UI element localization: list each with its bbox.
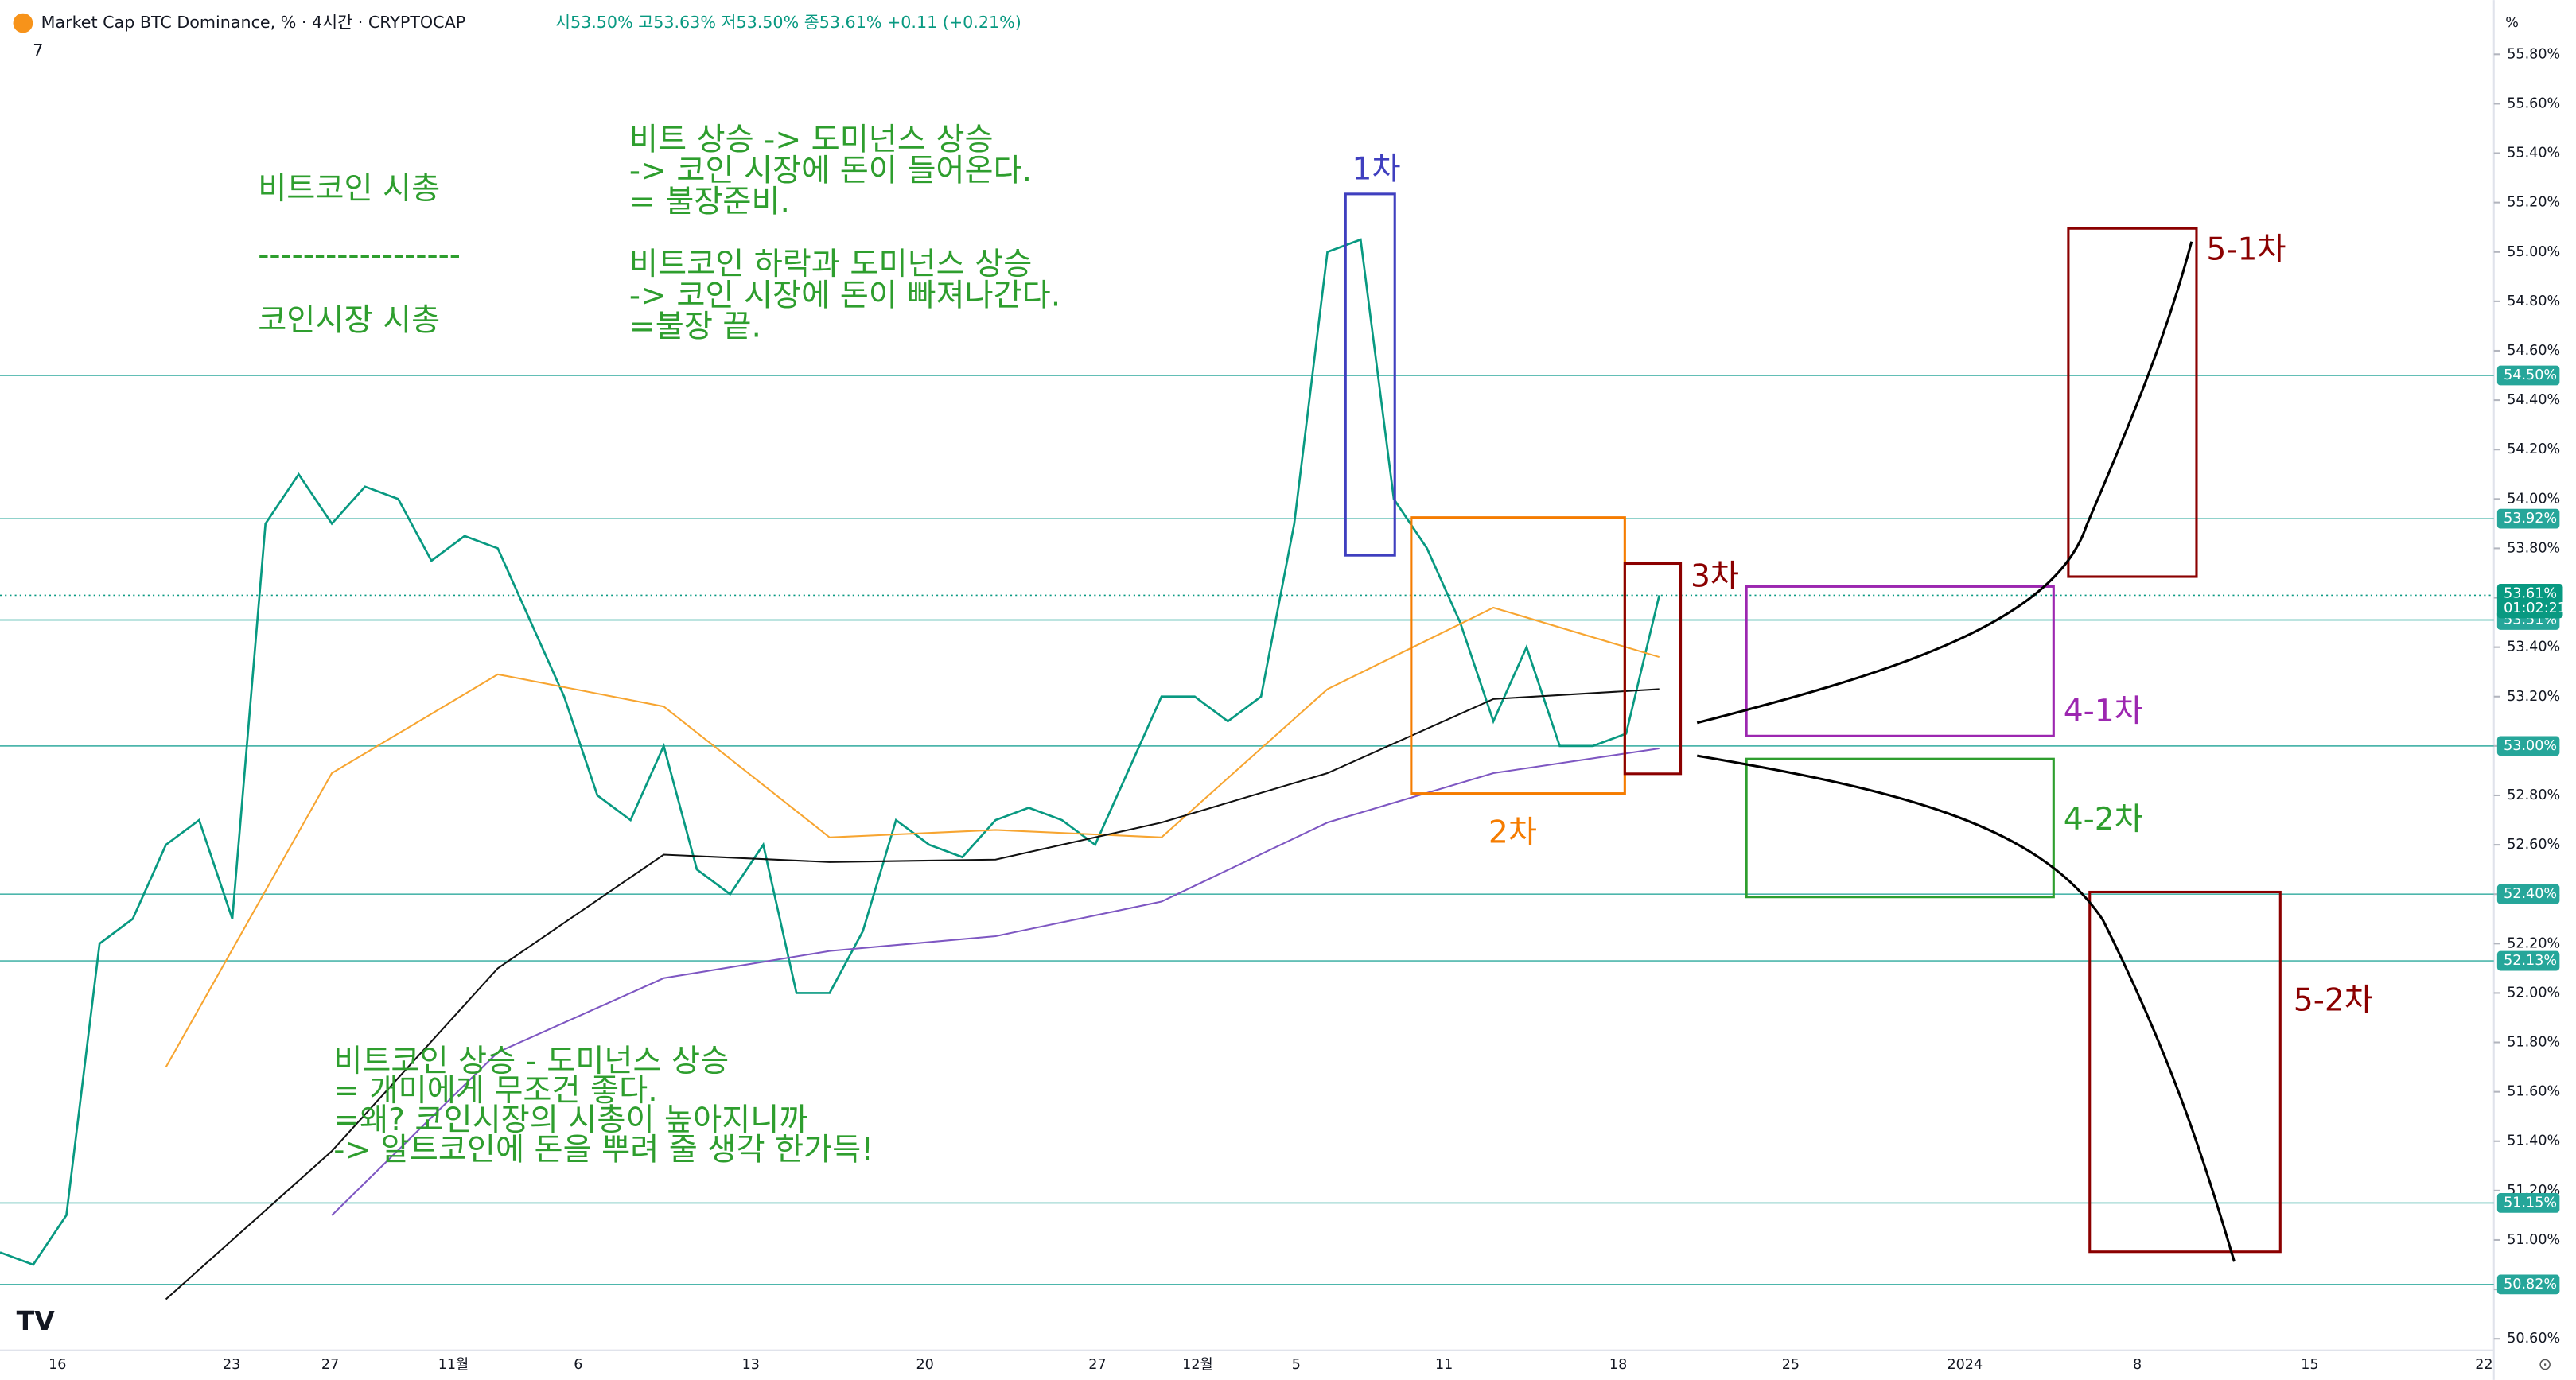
box-5-2 <box>2088 890 2282 1254</box>
x-tick-label: 16 <box>49 1357 66 1373</box>
x-tick-label: 12월 <box>1182 1357 1212 1373</box>
box-5-1 <box>2067 227 2198 578</box>
level-label: 54.50% <box>2504 367 2557 383</box>
annotation: =불장 끝. <box>629 309 761 345</box>
y-tick-label: 54.80% <box>2507 293 2560 309</box>
drawings <box>1344 192 2282 1262</box>
annotations: 비트코인 시총 ------------------ 코인시장 시총 비트 상승 ->… <box>258 122 1060 1168</box>
box-label: 3차 <box>1691 559 1739 595</box>
curve-down <box>1696 754 2236 1262</box>
level-label: 53.92% <box>2504 511 2557 527</box>
unit: % <box>2505 15 2519 31</box>
indicator-count[interactable]: 7 <box>33 41 43 60</box>
y-tick-label: 52.20% <box>2507 935 2560 951</box>
annotation: -> 코인 시장에 돈이 빠져나간다. <box>629 278 1060 313</box>
x-tick-label: 5 <box>1292 1357 1301 1373</box>
y-tick-label: 52.80% <box>2507 787 2560 803</box>
y-tick-label: 55.60% <box>2507 95 2560 111</box>
level-badge <box>2496 365 2560 386</box>
plot: 55.80% 55.60% 55.40% 55.20% 55.00% 54.80% 54.6… <box>0 46 2566 1373</box>
y-tick-label: 54.00% <box>2507 491 2560 507</box>
settings-icon[interactable]: ⊙ <box>2539 1355 2552 1374</box>
curve-up <box>1696 241 2193 725</box>
y-tick-label: 51.60% <box>2507 1084 2560 1100</box>
x-tick-label: 27 <box>321 1357 339 1373</box>
y-tick-label: 53.40% <box>2507 639 2560 655</box>
y-tick-label: 51.40% <box>2507 1133 2560 1149</box>
annotation: -> 코인 시장에 돈이 들어온다. <box>629 154 1032 189</box>
y-tick-label: 55.20% <box>2507 195 2560 211</box>
y-tick-label: 54.40% <box>2507 392 2560 408</box>
box-label: 5-2차 <box>2294 982 2373 1018</box>
y-tick-label: 51.80% <box>2507 1035 2560 1051</box>
x-tick-label: 27 <box>1088 1357 1106 1373</box>
x-tick-label: 25 <box>1782 1357 1800 1373</box>
x-tick-label: 6 <box>574 1357 582 1373</box>
annotation: 코인시장 시총 <box>258 302 440 338</box>
ohlc: 시53.50% 고53.63% 저53.50% 종53.61% +0.11 (+… <box>555 13 1021 32</box>
countdown: 01:02:21 <box>2504 601 2566 616</box>
annotation: 비트코인 상승 - 도미넌스 상승 <box>333 1044 729 1079</box>
box-label: 2차 <box>1488 815 1537 851</box>
annotation: 비트코인 시총 <box>258 171 440 207</box>
x-tick-label: 22 <box>2475 1357 2492 1373</box>
y-tick-label: 52.00% <box>2507 985 2560 1001</box>
annotation: =왜? 코인시장의 시총이 높아지니까 <box>333 1102 807 1138</box>
y-tick-label: 55.00% <box>2507 244 2560 260</box>
box-label: 4-2차 <box>2064 802 2143 838</box>
level-badge <box>2496 508 2560 529</box>
level-badge <box>2496 950 2560 971</box>
annotation: 비트코인 하락과 도미넌스 상승 <box>629 247 1032 282</box>
y-tick-label: 52.60% <box>2507 837 2560 853</box>
level-badge <box>2496 884 2560 904</box>
x-tick-label: 2024 <box>1947 1357 1983 1373</box>
y-tick-label: 50.60% <box>2507 1331 2560 1347</box>
level-label: 52.40% <box>2504 886 2557 902</box>
annotation: = 불장준비. <box>629 185 790 220</box>
level-badge <box>2496 736 2560 756</box>
level-label: 51.15% <box>2504 1195 2557 1211</box>
logo: TV <box>17 1305 56 1336</box>
y-tick-label: 55.80% <box>2507 46 2560 62</box>
annotation: -> 알트코인에 돈을 뿌려 줄 생각 한가득! <box>333 1132 874 1168</box>
level-badge <box>2496 1193 2560 1213</box>
x-tick-label: 8 <box>2133 1357 2142 1373</box>
current-badge <box>2496 583 2563 619</box>
x-tick-label: 18 <box>1609 1357 1627 1373</box>
y-tick-label: 54.20% <box>2507 441 2560 457</box>
y-tick-label: 53.20% <box>2507 689 2560 705</box>
x-tick-label: 11월 <box>438 1357 469 1373</box>
box-label: 1차 <box>1352 151 1401 187</box>
level-label: 50.82% <box>2504 1277 2557 1293</box>
x-tick-label: 11 <box>1435 1357 1453 1373</box>
box-3 <box>1623 562 1683 776</box>
x-tick-label: 15 <box>2301 1357 2318 1373</box>
y-tick-label: 51.00% <box>2507 1232 2560 1248</box>
title: Market Cap BTC Dominance, % · 4시간 · CRYP… <box>41 13 466 32</box>
level-badge <box>2496 1274 2560 1295</box>
x-tick-label: 13 <box>742 1357 760 1373</box>
y-tick-label: 53.80% <box>2507 540 2560 556</box>
level-label: 52.13% <box>2504 953 2557 969</box>
annotation: = 개미에게 무조건 좋다. <box>333 1073 657 1109</box>
x-tick-label: 20 <box>916 1357 933 1373</box>
annotation: ------------------ <box>258 237 461 273</box>
box-4-1 <box>1745 585 2055 737</box>
series-line <box>0 238 1661 1266</box>
box-1 <box>1344 192 1396 557</box>
btc-icon <box>13 13 33 33</box>
y-tick-label: 54.60% <box>2507 343 2560 359</box>
box-4-2 <box>1745 757 2055 899</box>
box-label: 5-1차 <box>2206 232 2286 268</box>
level-label: 53.00% <box>2504 738 2557 754</box>
x-tick-label: 23 <box>223 1357 240 1373</box>
series-line <box>331 747 1660 1216</box>
annotation: 비트 상승 -> 도미넌스 상승 <box>629 122 994 157</box>
box-label: 4-1차 <box>2064 694 2143 729</box>
y-tick-label: 55.40% <box>2507 146 2560 161</box>
current-label: 53.61% <box>2504 585 2557 601</box>
